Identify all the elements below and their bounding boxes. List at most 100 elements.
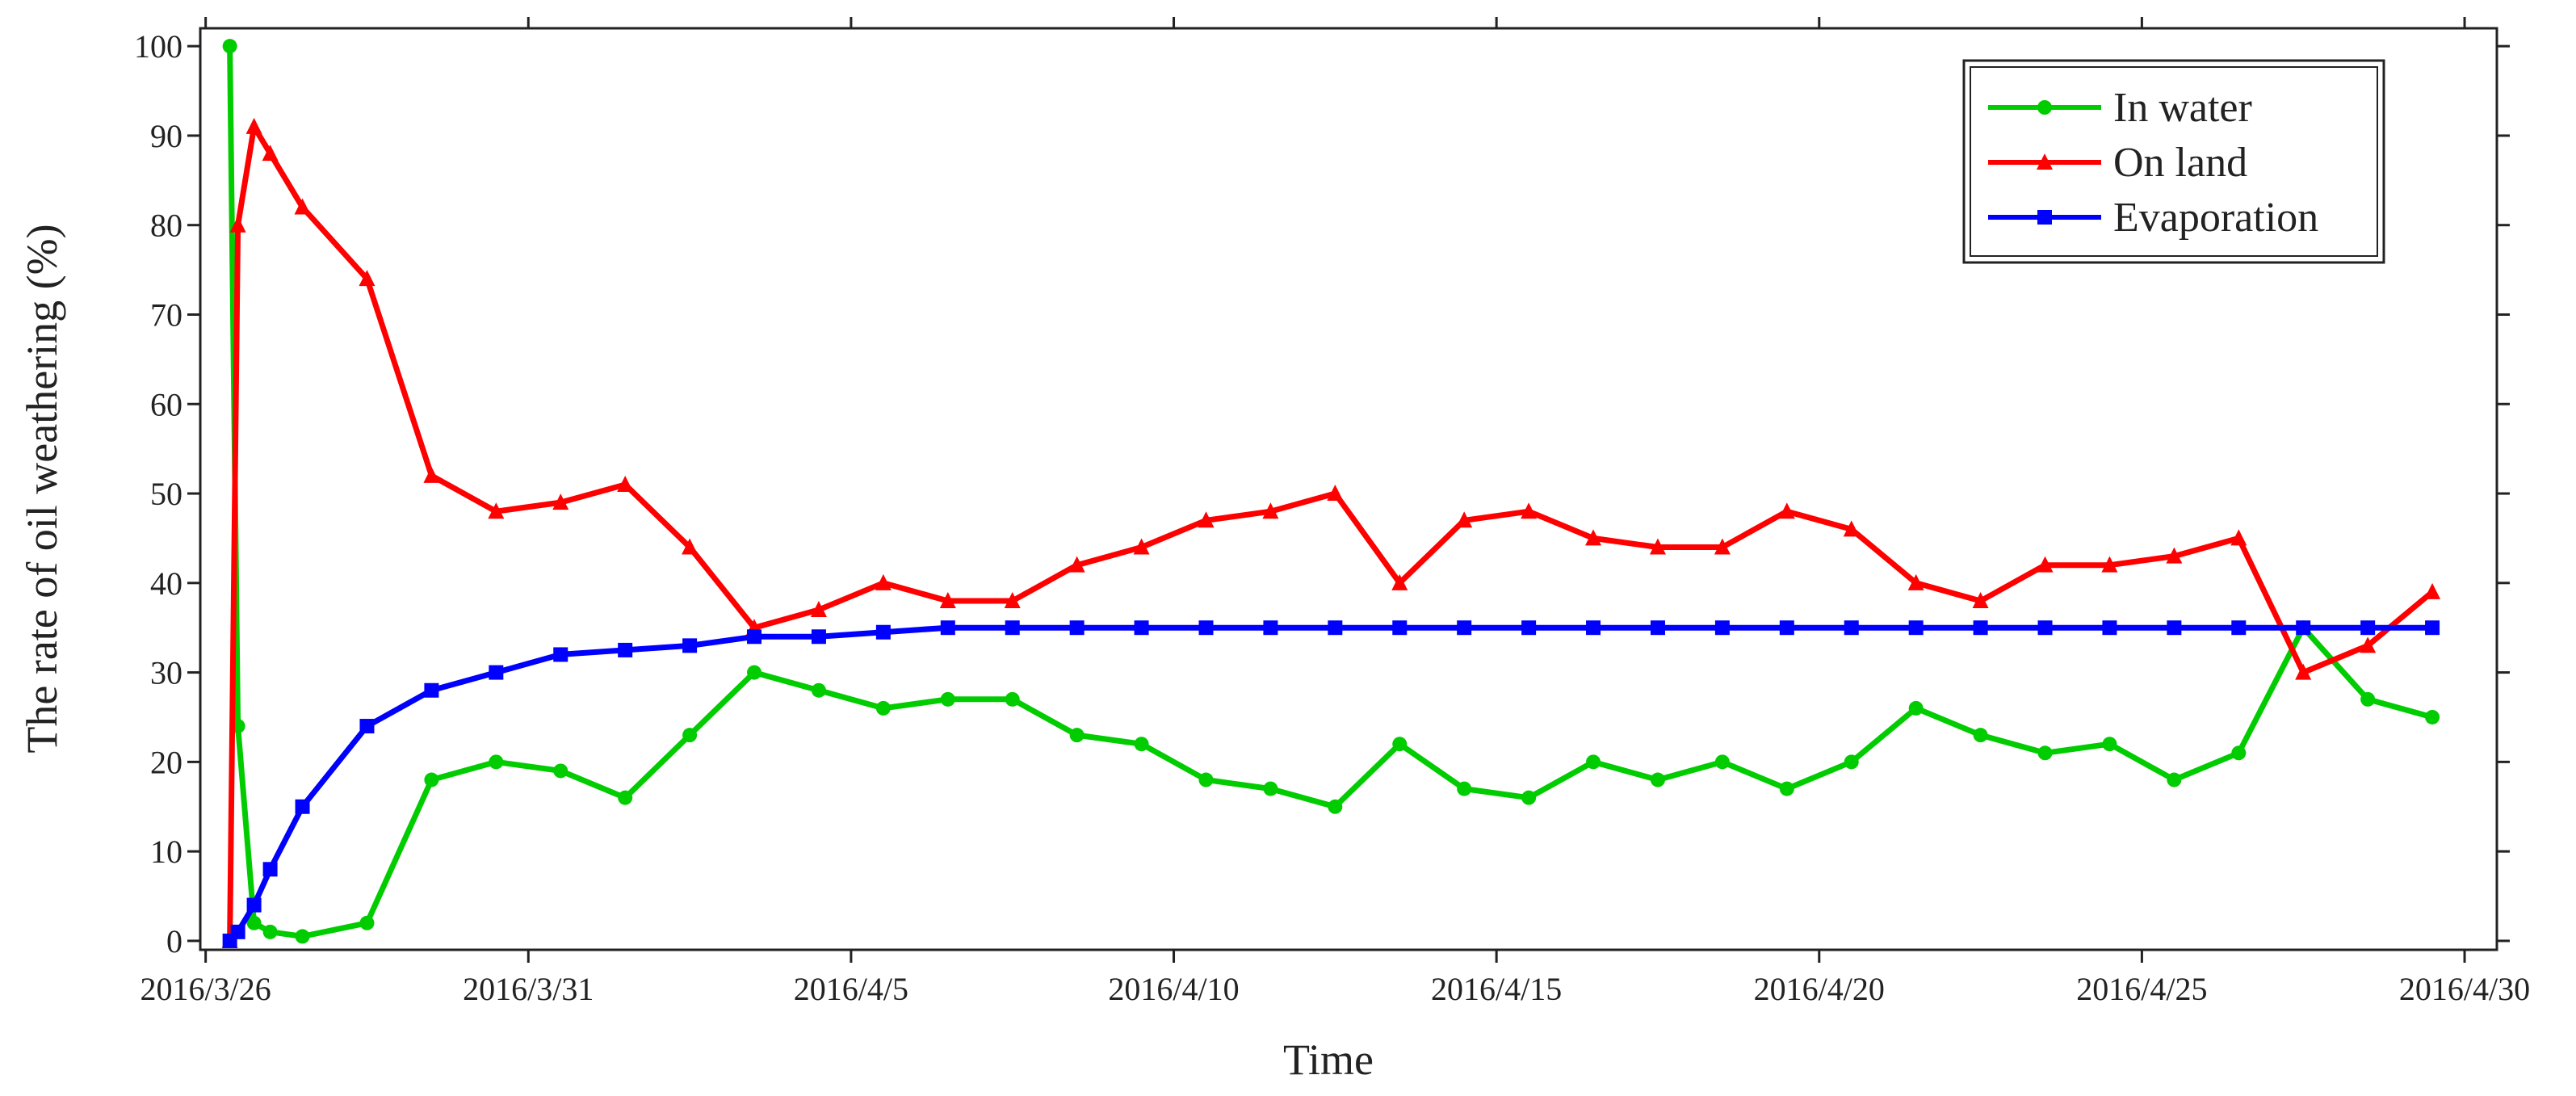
marker: [811, 682, 826, 698]
x-tick-label: 2016/3/26: [141, 971, 271, 1007]
marker: [618, 642, 633, 657]
marker: [2296, 620, 2311, 636]
y-tick-label: 100: [134, 28, 183, 65]
marker: [1457, 781, 1472, 796]
marker: [246, 915, 262, 930]
y-tick-label: 60: [150, 386, 183, 422]
marker: [1005, 620, 1020, 636]
y-tick-label: 90: [150, 118, 183, 154]
marker: [2037, 100, 2052, 115]
x-tick-label: 2016/4/30: [2399, 971, 2530, 1007]
marker: [1134, 737, 1149, 752]
marker: [1908, 700, 1924, 716]
marker: [2166, 547, 2183, 564]
marker: [1456, 511, 1473, 528]
marker: [1779, 781, 1794, 796]
marker: [553, 763, 568, 779]
marker: [2102, 737, 2117, 752]
y-tick-label: 80: [150, 208, 183, 244]
marker: [1005, 691, 1020, 707]
marker: [552, 493, 569, 510]
marker: [229, 216, 246, 233]
marker: [1650, 620, 1665, 636]
marker: [2230, 529, 2247, 546]
marker: [2102, 620, 2117, 636]
marker: [682, 638, 698, 653]
marker: [1004, 591, 1021, 608]
marker: [2424, 582, 2441, 599]
series-line: [227, 624, 2433, 943]
marker: [1585, 529, 1602, 546]
marker: [617, 475, 634, 492]
y-tick-label: 20: [150, 744, 183, 780]
x-axis-label: Time: [1283, 1035, 1374, 1084]
marker: [875, 573, 892, 590]
marker: [1586, 620, 1601, 636]
marker: [2360, 636, 2377, 653]
marker: [423, 466, 440, 483]
marker: [1133, 538, 1150, 555]
marker: [424, 772, 439, 787]
x-tick-label: 2016/3/31: [463, 971, 594, 1007]
marker: [222, 39, 237, 54]
marker: [1973, 728, 1988, 743]
marker: [2037, 153, 2053, 170]
marker: [2037, 745, 2053, 761]
marker: [1263, 781, 1278, 796]
marker: [1069, 620, 1085, 636]
marker: [1392, 620, 1408, 636]
marker: [1714, 620, 1730, 636]
marker: [1198, 620, 1214, 636]
marker: [875, 700, 891, 716]
legend-label: On land: [2113, 140, 2247, 186]
marker: [2037, 620, 2053, 636]
marker: [2425, 709, 2440, 724]
marker: [295, 929, 310, 944]
x-tick-label: 2016/4/25: [2076, 971, 2207, 1007]
marker: [262, 924, 278, 939]
marker: [230, 924, 245, 939]
marker: [2167, 772, 2182, 787]
marker: [1327, 485, 1344, 502]
marker: [1908, 620, 1924, 636]
marker: [1069, 728, 1085, 743]
marker: [2037, 556, 2054, 573]
marker: [1907, 573, 1924, 590]
marker: [1714, 538, 1731, 555]
marker: [2295, 663, 2312, 680]
marker: [1392, 737, 1408, 752]
marker: [810, 601, 827, 618]
legend-label: In water: [2113, 85, 2252, 131]
marker: [1521, 502, 1538, 519]
plot-frame: [199, 27, 2498, 951]
marker: [359, 719, 375, 734]
y-tick-label: 30: [150, 655, 183, 691]
x-tick-label: 2016/4/15: [1431, 971, 1562, 1007]
marker: [1649, 538, 1666, 555]
marker: [1714, 754, 1730, 770]
marker: [2231, 745, 2247, 761]
y-tick-label: 0: [166, 923, 183, 960]
marker: [1521, 790, 1537, 805]
y-tick-label: 50: [150, 476, 183, 512]
marker: [1778, 502, 1795, 519]
marker: [2360, 691, 2376, 707]
legend-label: Evaporation: [2113, 195, 2318, 241]
marker: [747, 665, 762, 680]
y-tick-label: 70: [150, 296, 183, 333]
marker: [940, 620, 955, 636]
marker: [1198, 511, 1215, 528]
marker: [1134, 620, 1149, 636]
marker: [1973, 620, 1988, 636]
marker: [424, 682, 439, 698]
series-line: [227, 46, 2434, 939]
marker: [359, 915, 375, 930]
marker: [1457, 620, 1472, 636]
marker: [1650, 772, 1665, 787]
marker: [359, 270, 375, 287]
marker: [1779, 620, 1794, 636]
marker: [1068, 556, 1085, 573]
marker: [1328, 799, 1343, 814]
marker: [618, 790, 633, 805]
